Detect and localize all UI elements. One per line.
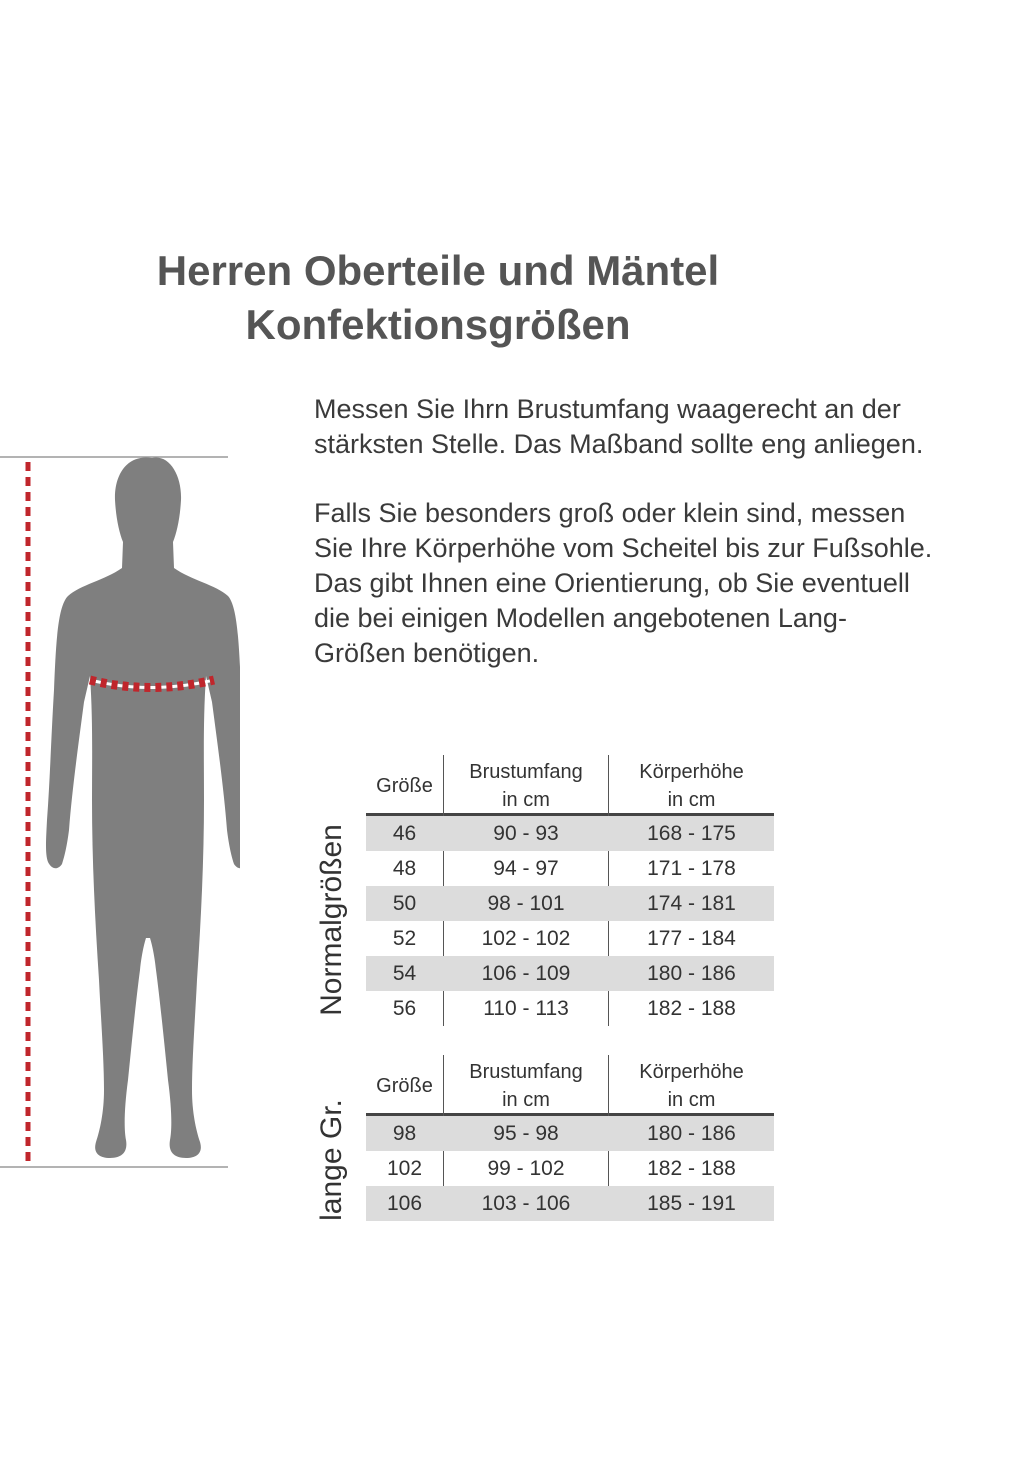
height-cell: 185 - 191: [647, 1192, 736, 1215]
size-cell: 48: [392, 857, 417, 880]
size-cell: 50: [392, 892, 417, 915]
instruction-line: die bei einigen Modellen angebotenen Lan…: [314, 603, 847, 633]
size-cell: 102: [386, 1157, 423, 1180]
height-cell: 168 - 175: [647, 822, 736, 845]
header-chest: Brustumfang in cm: [469, 760, 583, 811]
instruction-paragraph-1: Messen Sie Ihrn Brustumfang waagerecht a…: [314, 392, 1024, 462]
header-chest: Brustumfang in cm: [469, 1060, 583, 1111]
chest-cell: 95 - 98: [493, 1122, 559, 1145]
long-size-table: Größe Brustumfang in cm Körperhöhe in cm 9…: [366, 1055, 774, 1221]
chest-cell: 103 - 106: [481, 1192, 571, 1215]
height-cell: 177 - 184: [647, 927, 736, 950]
header-height: Körperhöhe in cm: [639, 760, 744, 811]
instruction-line: Größen benötigen.: [314, 638, 540, 668]
chest-cell: 98 - 101: [487, 892, 565, 915]
chest-cell: 99 - 102: [487, 1157, 565, 1180]
header-size: Größe: [376, 1074, 433, 1097]
chest-cell: 102 - 102: [481, 927, 571, 950]
table-row: 46 90 - 93 168 - 175: [366, 816, 774, 851]
table-row: 52 102 - 102 177 - 184: [366, 921, 774, 956]
long-sizes-side-label: lange Gr.: [315, 1099, 348, 1221]
size-cell: 54: [392, 962, 417, 985]
chest-cell: 90 - 93: [493, 822, 559, 845]
header-divider: [366, 1113, 774, 1116]
header-height: Körperhöhe in cm: [639, 1060, 744, 1111]
body-measurement-figure: [0, 440, 240, 1200]
table-header: Größe Brustumfang in cm Körperhöhe in cm: [366, 1055, 774, 1116]
height-cell: 182 - 188: [647, 997, 736, 1020]
page-title-line-2: Konfektionsgrößen: [245, 301, 631, 348]
body-silhouette: [46, 457, 240, 1158]
table-header: Größe Brustumfang in cm Körperhöhe in cm: [366, 755, 774, 816]
table-row: 48 94 - 97 171 - 178: [366, 851, 774, 886]
size-cell: 98: [392, 1122, 417, 1145]
chest-measuring-tape: [88, 675, 216, 692]
chest-cell: 110 - 113: [483, 997, 569, 1020]
size-cell: 46: [392, 822, 417, 845]
chest-cell: 106 - 109: [481, 962, 571, 985]
table-row: 98 95 - 98 180 - 186: [366, 1116, 774, 1151]
height-cell: 182 - 188: [647, 1157, 736, 1180]
instruction-line: Falls Sie besonders groß oder klein sind…: [314, 498, 906, 528]
height-cell: 180 - 186: [647, 962, 736, 985]
normal-size-table: Größe Brustumfang in cm Körperhöhe in cm 4…: [366, 755, 774, 1026]
header-size: Größe: [376, 774, 433, 797]
instruction-line: Messen Sie Ihrn Brustumfang waagerecht a…: [314, 394, 901, 424]
height-cell: 174 - 181: [647, 892, 736, 915]
table-row: 106 103 - 106 185 - 191: [366, 1186, 774, 1221]
height-cell: 171 - 178: [647, 857, 736, 880]
body-silhouette-icon: [0, 456, 240, 1168]
page-title-line-1: Herren Oberteile und Mäntel: [156, 247, 720, 294]
header-divider: [366, 813, 774, 816]
instruction-paragraph-2: Falls Sie besonders groß oder klein sind…: [314, 496, 1024, 671]
chest-cell: 94 - 97: [493, 857, 559, 880]
table-row: 50 98 - 101 174 - 181: [366, 886, 774, 921]
size-cell: 106: [386, 1192, 423, 1215]
size-cell: 56: [392, 997, 417, 1020]
normal-sizes-side-label: Normalgrößen: [315, 824, 348, 1016]
instruction-line: Sie Ihre Körperhöhe vom Scheitel bis zur…: [314, 533, 933, 563]
size-cell: 52: [392, 927, 417, 950]
instruction-line: stärksten Stelle. Das Maßband sollte eng…: [314, 429, 924, 459]
height-cell: 180 - 186: [647, 1122, 736, 1145]
table-row: 54 106 - 109 180 - 186: [366, 956, 774, 991]
instruction-line: Das gibt Ihnen eine Orientierung, ob Sie…: [314, 568, 910, 598]
table-row: 102 99 - 102 182 - 188: [366, 1151, 774, 1186]
table-row: 56 110 - 113 182 - 188: [366, 991, 774, 1026]
